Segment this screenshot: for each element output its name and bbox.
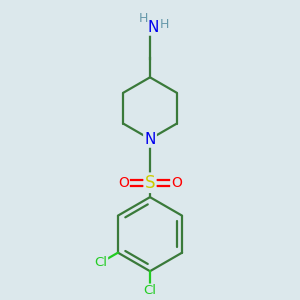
Text: N: N: [147, 20, 159, 35]
Text: N: N: [144, 131, 156, 146]
Text: Cl: Cl: [94, 256, 107, 269]
Text: H: H: [139, 12, 148, 25]
Text: S: S: [145, 174, 155, 192]
Text: O: O: [118, 176, 129, 190]
Text: O: O: [171, 176, 182, 190]
Text: H: H: [160, 18, 169, 32]
Text: Cl: Cl: [143, 284, 157, 297]
